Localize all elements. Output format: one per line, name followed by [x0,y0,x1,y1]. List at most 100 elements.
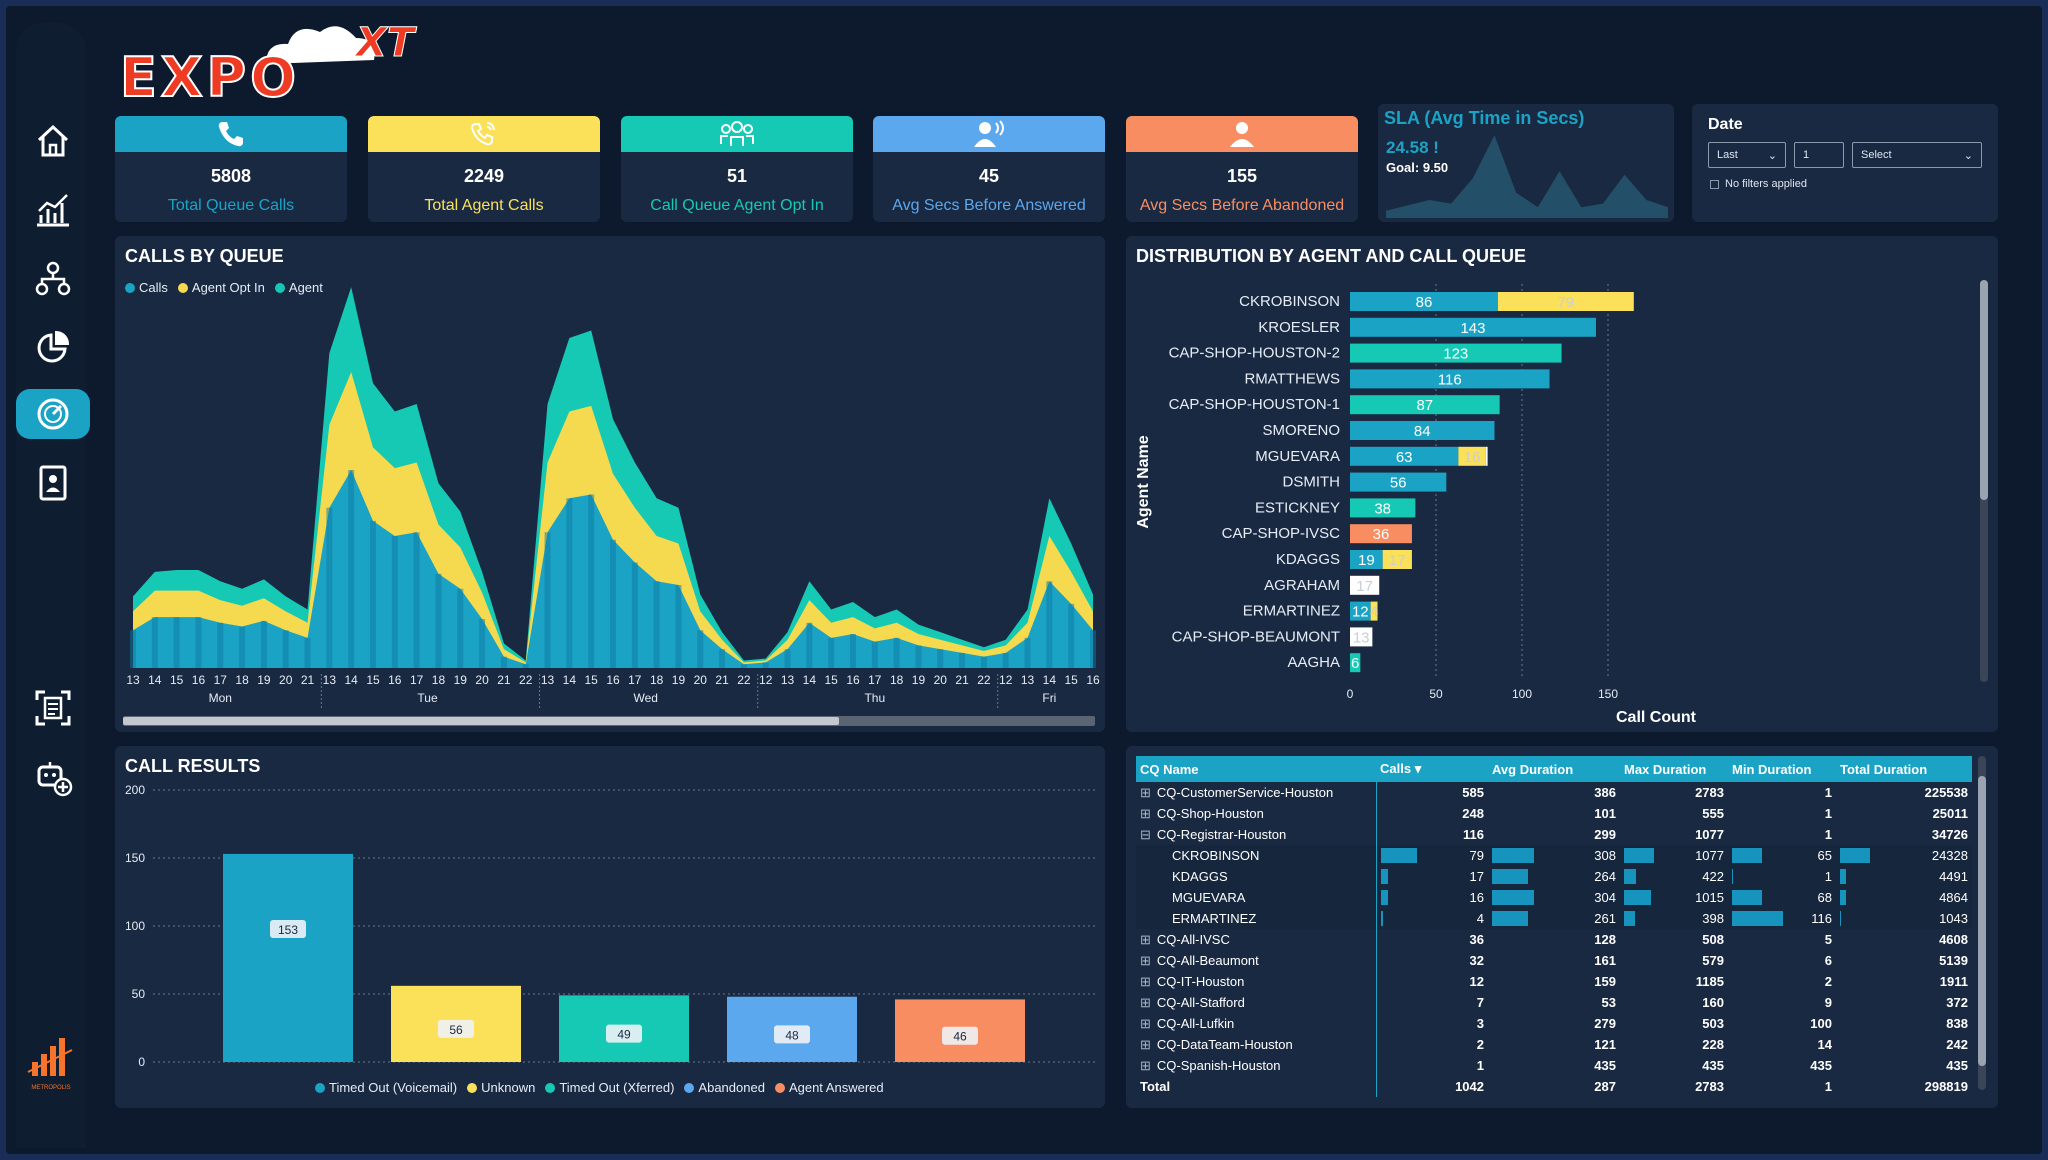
contact-card-icon[interactable] [16,458,90,508]
bar-data-label: 123 [1443,346,1468,363]
legend-item-agent[interactable]: Agent [274,280,323,295]
hour-tick-label: 20 [475,673,489,687]
vertical-scrollbar[interactable] [1980,280,1988,682]
legend-item-calls[interactable]: Calls [125,280,168,295]
table-cell: 298819 [1924,1079,1968,1094]
bot-add-icon[interactable] [16,752,90,802]
calls-by-queue-chart: 13 14 15 16 17 18 19 20 21 13 14 15 16 17 18 19 20 21 22 13… [126,287,1100,708]
org-chart-icon[interactable] [16,254,90,304]
expand-icon[interactable]: ⊞ [1140,994,1151,1010]
hour-tick-label: 19 [257,673,271,687]
table-cell: 372 [1946,995,1968,1010]
column-header-calls[interactable]: Calls ▾ [1376,756,1488,782]
table-row[interactable]: ⊞ CQ-All-Stafford 7 53 160 9 372 [1136,992,1972,1013]
date-count-input[interactable]: 1 [1794,142,1844,168]
sort-desc-icon: ▾ [1414,761,1422,776]
table-cell: 308 [1488,845,1620,866]
legend-item-unknown[interactable]: Unknown [467,1080,535,1095]
column-header-total-duration[interactable]: Total Duration [1836,756,1972,782]
cq-name-cell: ⊞ CQ-DataTeam-Houston [1136,1034,1377,1055]
table-cell: 4491 [1836,866,1972,887]
legend-item-agent-opt-in[interactable]: Agent Opt In [177,280,265,295]
agent-label: CAP-SHOP-HOUSTON-2 [1169,345,1340,362]
column-header-max-duration[interactable]: Max Duration [1620,756,1728,782]
legend-item-agent-answered[interactable]: Agent Answered [774,1080,884,1095]
table-cell: 264 [1488,866,1620,887]
x-tick-label: 150 [1598,687,1618,701]
table-row[interactable]: ⊞ CQ-All-IVSC 36 128 508 5 4608 [1136,929,1972,950]
pie-chart-icon[interactable] [16,322,90,372]
calls-by-queue-panel: CALLS BY QUEUE Calls Agent Opt In Agent … [115,236,1105,732]
horizontal-scrollbar[interactable] [123,716,1095,726]
data-label-bg [270,919,306,938]
column-header-min-duration[interactable]: Min Duration [1728,756,1836,782]
expand-icon[interactable]: ⊞ [1140,973,1151,989]
legend-item-abandoned[interactable]: Abandoned [684,1080,765,1095]
legend-item-xferred[interactable]: Timed Out (Xferred) [545,1080,674,1095]
expand-icon[interactable]: ⊞ [1140,784,1151,800]
hour-tick-label: 17 [628,673,642,687]
date-unit-dropdown[interactable]: Select ⌄ [1852,142,1982,168]
table-row[interactable]: ⊞ CQ-All-Lufkin 3 279 503 100 838 [1136,1013,1972,1034]
table-row[interactable]: ⊟ CQ-Registrar-Houston 116 299 1077 1 34726 [1136,824,1972,845]
data-bar [1380,911,1383,926]
day-tick-label: Thu [864,691,885,705]
table-row[interactable]: ⊞ CQ-CustomerService-Houston 585 386 2783 1 22… [1136,782,1972,803]
table-row[interactable]: ⊞ CQ-IT-Houston 12 159 1185 2 1911 [1136,971,1972,992]
table-row[interactable]: ⊞ CQ-DataTeam-Houston 2 121 228 14 242 [1136,1034,1972,1055]
kpi-label: Total Queue Calls [167,197,295,214]
legend-item-voicemail[interactable]: Timed Out (Voicemail) [315,1080,457,1095]
bar-data-label: 17 [1389,552,1406,569]
scrollbar-thumb[interactable] [1980,280,1988,500]
table-cell: 1043 [1836,908,1972,929]
hour-tick-label: 14 [803,673,817,687]
column-header-cq-name[interactable]: CQ Name [1136,756,1376,782]
table-scrollbar[interactable] [1978,756,1986,1090]
table-cell: 1077 [1695,827,1724,842]
hour-tick-label: 15 [585,673,599,687]
expand-icon[interactable]: ⊞ [1140,931,1151,947]
table-cell: 159 [1594,974,1616,989]
table-cell: 3 [1476,1016,1484,1031]
agent-label: CAP-SHOP-IVSC [1222,525,1341,542]
kpi-value: 51 [726,166,748,186]
analytics-icon[interactable] [16,186,90,236]
table-cell: 304 [1488,887,1620,908]
table-header-row: CQ Name Calls ▾ Avg Duration Max Duratio… [1136,756,1972,782]
table-row[interactable]: ⊞ CQ-Shop-Houston 248 101 555 1 25011 [1136,803,1972,824]
date-relative-dropdown[interactable]: Last ⌄ [1708,142,1786,168]
agent-label: SMORENO [1262,422,1340,439]
bar-segment [1350,421,1495,440]
table-row[interactable]: ⊞ CQ-All-Beaumont 32 161 579 6 5139 [1136,950,1972,971]
hour-tick-label: 20 [934,673,948,687]
data-bar [1840,869,1846,884]
expo-logo: EXPO XT [116,16,415,111]
cq-name: CQ-CustomerService-Houston [1156,784,1334,800]
table-cell: 4 [1376,908,1488,929]
cq-name-cell: ⊞ CQ-Shop-Houston [1136,803,1377,824]
gauge-icon[interactable] [16,389,90,439]
bar-data-label: 36 [1373,526,1390,543]
scrollbar-thumb[interactable] [123,717,839,725]
result-bar [223,853,353,1062]
table-row[interactable]: ⊞ CQ-Spanish-Houston 1 435 435 435 435 [1136,1055,1972,1076]
metropolis-logo: METROPOLIS [26,1036,76,1092]
home-icon[interactable] [16,116,90,166]
expand-icon[interactable]: ⊞ [1140,1036,1151,1052]
expand-icon[interactable]: ⊞ [1140,1015,1151,1031]
column-header-avg-duration[interactable]: Avg Duration [1488,756,1620,782]
distribution-title: DISTRIBUTION BY AGENT AND CALL QUEUE [1136,246,1527,266]
table-cell: 585 [1462,785,1484,800]
expand-icon[interactable]: ⊞ [1140,1057,1151,1073]
speaker-person-icon [974,120,1004,147]
expand-icon[interactable]: ⊞ [1140,952,1151,968]
scrollbar-thumb[interactable] [1978,776,1986,1066]
calls-by-queue-title: CALLS BY QUEUE [125,246,284,266]
collapse-icon[interactable]: ⊟ [1140,826,1151,842]
hour-tick-label: 13 [126,673,140,687]
expand-icon[interactable]: ⊞ [1140,805,1151,821]
report-scan-icon[interactable] [16,683,90,733]
table-cell: 101 [1594,806,1616,821]
table-cell: 1 [1824,1079,1832,1094]
cq-name-cell: ⊞ CQ-All-Beaumont [1136,950,1377,971]
